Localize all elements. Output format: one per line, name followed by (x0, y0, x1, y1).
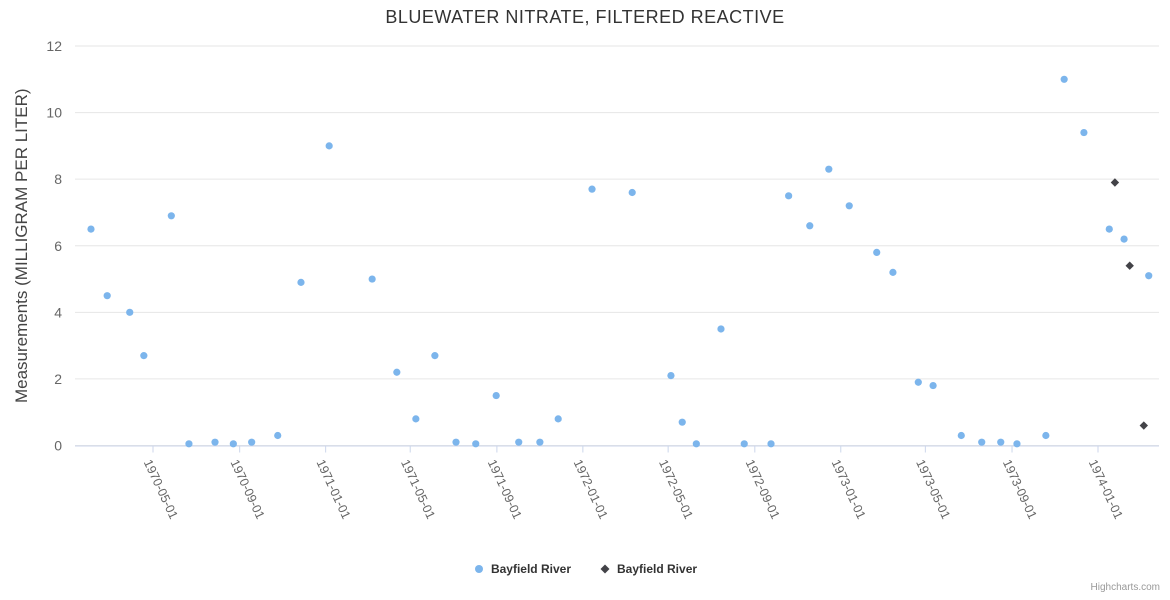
x-axis-label: 1972-09-01 (743, 457, 783, 521)
legend-item[interactable]: Bayfield River (473, 562, 571, 576)
data-point[interactable] (1110, 178, 1120, 187)
x-axis-label: 1973-05-01 (913, 457, 953, 521)
legend-item[interactable]: Bayfield River (599, 562, 697, 576)
legend: Bayfield River Bayfield River (0, 562, 1170, 576)
x-axis-label: 1970-09-01 (228, 457, 268, 521)
x-axis-label: 1972-05-01 (656, 457, 696, 521)
data-point[interactable] (914, 378, 922, 386)
y-axis-label: 12 (46, 38, 62, 54)
data-point[interactable] (325, 142, 333, 150)
credits-link[interactable]: Highcharts.com (1090, 582, 1160, 593)
data-point[interactable] (588, 185, 596, 193)
data-point[interactable] (845, 202, 853, 210)
data-point[interactable] (873, 248, 881, 257)
data-point[interactable] (740, 440, 748, 448)
legend-diamond-icon (600, 564, 610, 574)
data-point[interactable] (1120, 235, 1128, 243)
data-point[interactable] (274, 431, 282, 440)
x-axis-label: 1971-01-01 (313, 457, 353, 521)
data-point[interactable] (185, 440, 193, 448)
data-point[interactable] (536, 438, 544, 446)
x-axis-label: 1971-05-01 (398, 457, 438, 521)
x-axis-label: 1973-09-01 (1000, 457, 1040, 521)
data-point[interactable] (393, 368, 401, 376)
x-axis-label: 1972-01-01 (571, 457, 611, 521)
data-point[interactable] (667, 371, 675, 380)
data-point[interactable] (628, 188, 636, 197)
y-axis-label: 0 (54, 438, 62, 454)
data-point[interactable] (889, 268, 897, 276)
y-axis-label: 4 (54, 304, 62, 320)
data-point[interactable] (717, 325, 725, 333)
data-point[interactable] (1042, 431, 1050, 440)
data-point[interactable] (211, 438, 219, 446)
data-point[interactable] (1125, 261, 1134, 270)
data-point[interactable] (1105, 225, 1113, 233)
y-axis-label: 6 (54, 238, 62, 254)
x-axis-label: 1974-01-01 (1086, 457, 1126, 521)
data-point[interactable] (1080, 128, 1088, 137)
data-point[interactable] (997, 438, 1005, 446)
x-axis-label: 1970-05-01 (141, 457, 181, 521)
y-axis-label: 2 (54, 371, 62, 387)
data-point[interactable] (1013, 440, 1021, 448)
data-point[interactable] (1060, 75, 1068, 83)
data-point[interactable] (368, 275, 376, 283)
data-point[interactable] (126, 308, 134, 316)
data-point[interactable] (806, 222, 814, 230)
data-point[interactable] (87, 225, 95, 233)
chart-title: BLUEWATER NITRATE, FILTERED REACTIVE (385, 7, 785, 27)
x-axis-label: 1971-09-01 (485, 457, 525, 521)
data-point[interactable] (412, 415, 420, 423)
y-axis-label: 8 (54, 171, 62, 187)
legend-label: Bayfield River (490, 562, 571, 576)
data-point[interactable] (767, 440, 775, 448)
data-point[interactable] (452, 438, 460, 446)
data-point[interactable] (929, 381, 937, 390)
legend-circle-icon (474, 565, 483, 573)
data-point[interactable] (554, 415, 562, 423)
data-point[interactable] (431, 352, 439, 360)
data-point[interactable] (678, 418, 686, 426)
data-point[interactable] (297, 278, 305, 286)
data-point[interactable] (785, 192, 793, 200)
y-axis-title: Measurements (MILLIGRAM PER LITER) (12, 88, 31, 403)
data-point[interactable] (248, 438, 256, 446)
data-point[interactable] (515, 438, 523, 446)
data-point[interactable] (957, 431, 965, 440)
data-point[interactable] (103, 292, 111, 300)
legend-label: Bayfield River (617, 562, 698, 576)
data-point[interactable] (1145, 272, 1153, 280)
data-point[interactable] (472, 440, 480, 448)
x-axis-label: 1973-01-01 (829, 457, 869, 521)
data-point[interactable] (825, 165, 833, 173)
data-point[interactable] (492, 391, 500, 400)
data-point[interactable] (167, 212, 175, 220)
data-point[interactable] (1139, 421, 1149, 430)
y-axis-label: 10 (46, 105, 62, 121)
data-point[interactable] (692, 440, 700, 448)
data-point[interactable] (229, 440, 237, 448)
data-point[interactable] (978, 438, 986, 446)
data-point[interactable] (140, 352, 148, 360)
